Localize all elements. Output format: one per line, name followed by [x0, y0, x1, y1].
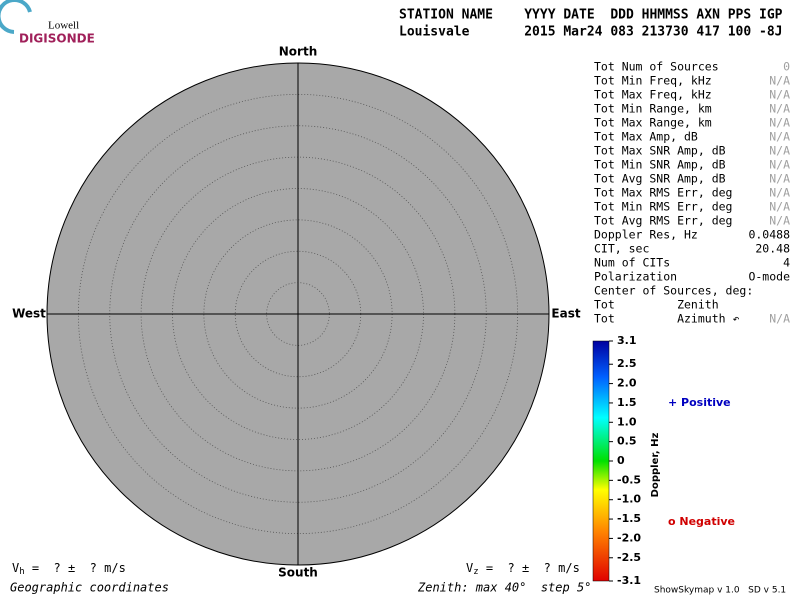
stat-label: Tot Zenith	[594, 298, 719, 312]
vz: Vz = ? ± ? m/s	[466, 561, 580, 577]
colorbar	[592, 340, 610, 582]
stat-label: Tot Max Freq, kHz	[594, 88, 712, 102]
stat-label: Doppler Res, Hz	[594, 228, 698, 242]
stat-label: Tot Min Freq, kHz	[594, 74, 712, 88]
version: ShowSkymap v 1.0 SD v 5.1	[654, 586, 786, 596]
stat-value: N/A	[769, 158, 790, 172]
logo-bottom: DIGISONDE	[19, 32, 95, 46]
stat-label: Tot Min Range, km	[594, 102, 712, 116]
stat-value: N/A	[769, 102, 790, 116]
coordinates: Geographic coordinates	[10, 581, 169, 595]
header-line: Louisvale 2015 Mar24 083 213730 417 100 …	[399, 25, 783, 40]
logo-swoosh	[0, 0, 32, 34]
stat-label: Tot Azimuth ↶	[594, 312, 739, 326]
colorbar-tick-label: 3.1	[617, 334, 637, 347]
stat-label: Tot Avg SNR Amp, dB	[594, 172, 726, 186]
vh-text: = ? ± ? m/s	[25, 561, 126, 575]
zenith-info: Zenith: max 40° step 5°	[417, 581, 591, 595]
colorbar-tick-label: 0.5	[617, 435, 637, 448]
legend-negative: o Negative	[668, 515, 735, 528]
colorbar-tick-label: -2.0	[617, 531, 641, 544]
stat-value: N/A	[769, 186, 790, 200]
stat-label: Center of Sources, deg:	[594, 284, 753, 298]
header-line: STATION NAME YYYY DATE DDD HHMMSS AXN PP…	[399, 8, 783, 23]
subscript: z	[473, 567, 478, 577]
stat-value: N/A	[769, 130, 790, 144]
stat-value: O-mode	[748, 270, 790, 284]
colorbar-tick-label: -2.5	[617, 551, 641, 564]
subscript: h	[19, 567, 24, 577]
stat-value: N/A	[769, 116, 790, 130]
colorbar-tick-label: -3.1	[617, 574, 641, 587]
colorbar-title: Doppler, Hz	[650, 433, 661, 498]
symbol: V	[466, 561, 473, 575]
colorbar-ticks: 3.1 2.5 2.0 1.5 1.0 0.5 0 -0.5 -1.0 -1.5 -2.0 -2.5 -…	[609, 334, 641, 587]
direction-label: South	[278, 566, 318, 580]
direction-label: East	[551, 307, 580, 321]
colorbar-tick-label: -1.5	[617, 512, 641, 525]
stat-label: Tot Num of Sources	[594, 60, 719, 74]
stats-panel: Tot Num of Sources 0 Tot Min Freq, kHz N/A T…	[594, 60, 790, 326]
stat-label: Tot Avg RMS Err, deg	[594, 214, 732, 228]
stat-label: Tot Max Range, km	[594, 116, 712, 130]
colorbar-tick-label: 0	[617, 454, 625, 467]
stat-label: Num of CITs	[594, 256, 670, 270]
colorbar-tick-label: 2.5	[617, 357, 637, 370]
stat-label: Tot Min RMS Err, deg	[594, 200, 732, 214]
stat-label: Polarization	[594, 270, 677, 284]
stat-value: N/A	[769, 144, 790, 158]
stat-value: 0.0488	[748, 228, 790, 242]
symbol: V	[12, 561, 19, 575]
stat-value: 0	[783, 60, 790, 74]
stat-value: N/A	[769, 88, 790, 102]
legend-positive: + Positive	[668, 396, 731, 409]
colorbar-tick-label: 1.0	[617, 415, 637, 428]
stat-value: N/A	[769, 74, 790, 88]
colorbar-tick-label: 1.5	[617, 396, 637, 409]
direction-label: West	[12, 307, 46, 321]
colorbar-tick-label: -1.0	[617, 493, 641, 506]
stat-value: N/A	[769, 214, 790, 228]
stat-value: N/A	[769, 172, 790, 186]
colorbar-tick-label: -0.5	[617, 473, 641, 486]
stat-label: Tot Min SNR Amp, dB	[594, 158, 726, 172]
logo-top: Lowell	[48, 20, 79, 32]
vh: Vh = ? ± ? m/s	[12, 561, 126, 577]
colorbar-tick-label: 2.0	[617, 377, 637, 390]
stat-value: N/A	[769, 312, 790, 326]
stat-label: Tot Max Amp, dB	[594, 130, 698, 144]
stat-label: Tot Max RMS Err, deg	[594, 186, 732, 200]
direction-label: North	[279, 45, 317, 59]
stat-value: N/A	[769, 200, 790, 214]
stat-label: CIT, sec	[594, 242, 649, 256]
stat-label: Tot Max SNR Amp, dB	[594, 144, 726, 158]
vz-text: = ? ± ? m/s	[479, 561, 580, 575]
stat-value: 4	[783, 256, 790, 270]
stat-value: 20.48	[755, 242, 790, 256]
